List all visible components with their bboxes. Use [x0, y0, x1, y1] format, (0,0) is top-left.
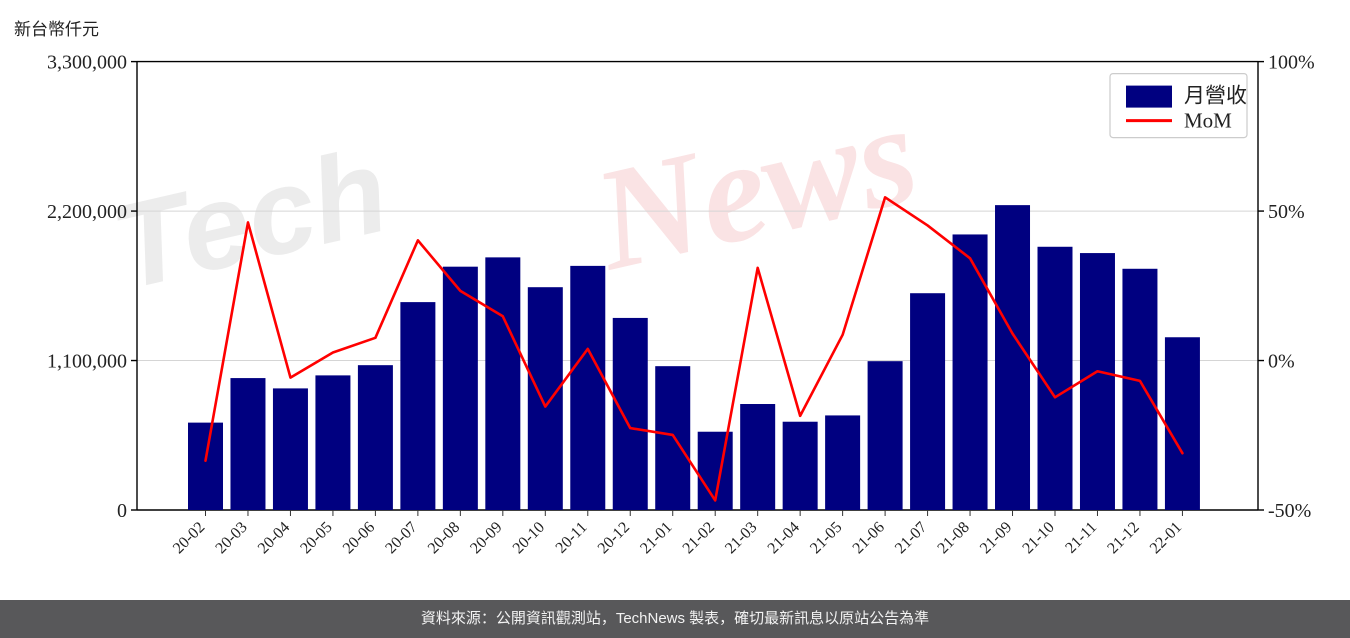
svg-text:2,200,000: 2,200,000 — [47, 201, 127, 223]
svg-text:21-10: 21-10 — [1019, 519, 1057, 557]
svg-text:21-01: 21-01 — [637, 519, 675, 557]
svg-text:21-02: 21-02 — [680, 519, 718, 557]
svg-text:20-08: 20-08 — [425, 519, 463, 557]
svg-text:21-08: 21-08 — [934, 519, 972, 557]
svg-text:-50%: -50% — [1268, 500, 1311, 522]
svg-text:20-03: 20-03 — [212, 519, 250, 557]
svg-text:21-05: 21-05 — [807, 519, 845, 557]
svg-text:月營收: 月營收 — [1184, 84, 1247, 108]
svg-text:20-09: 20-09 — [467, 519, 505, 557]
svg-text:20-02: 20-02 — [170, 519, 208, 557]
svg-text:0%: 0% — [1268, 351, 1295, 373]
svg-text:0: 0 — [117, 500, 127, 522]
svg-text:1,100,000: 1,100,000 — [47, 351, 127, 373]
svg-text:20-05: 20-05 — [297, 519, 335, 557]
svg-text:100%: 100% — [1268, 52, 1315, 74]
svg-text:21-11: 21-11 — [1062, 519, 1100, 557]
svg-text:20-06: 20-06 — [340, 519, 378, 557]
svg-text:20-04: 20-04 — [255, 519, 293, 557]
svg-text:21-04: 21-04 — [765, 519, 803, 557]
svg-text:News: News — [579, 73, 931, 302]
svg-text:20-07: 20-07 — [382, 519, 420, 557]
svg-text:Tech: Tech — [101, 123, 400, 316]
svg-text:22-01: 22-01 — [1147, 519, 1185, 557]
svg-text:21-03: 21-03 — [722, 519, 760, 557]
svg-text:21-12: 21-12 — [1104, 519, 1142, 557]
svg-text:20-12: 20-12 — [595, 519, 633, 557]
svg-text:21-07: 21-07 — [892, 519, 930, 557]
svg-text:21-06: 21-06 — [850, 519, 888, 557]
svg-text:20-10: 20-10 — [510, 519, 548, 557]
svg-text:50%: 50% — [1268, 201, 1305, 223]
svg-text:20-11: 20-11 — [553, 519, 591, 557]
svg-text:21-09: 21-09 — [977, 519, 1015, 557]
svg-text:3,300,000: 3,300,000 — [47, 52, 127, 74]
svg-text:MoM: MoM — [1184, 109, 1232, 133]
